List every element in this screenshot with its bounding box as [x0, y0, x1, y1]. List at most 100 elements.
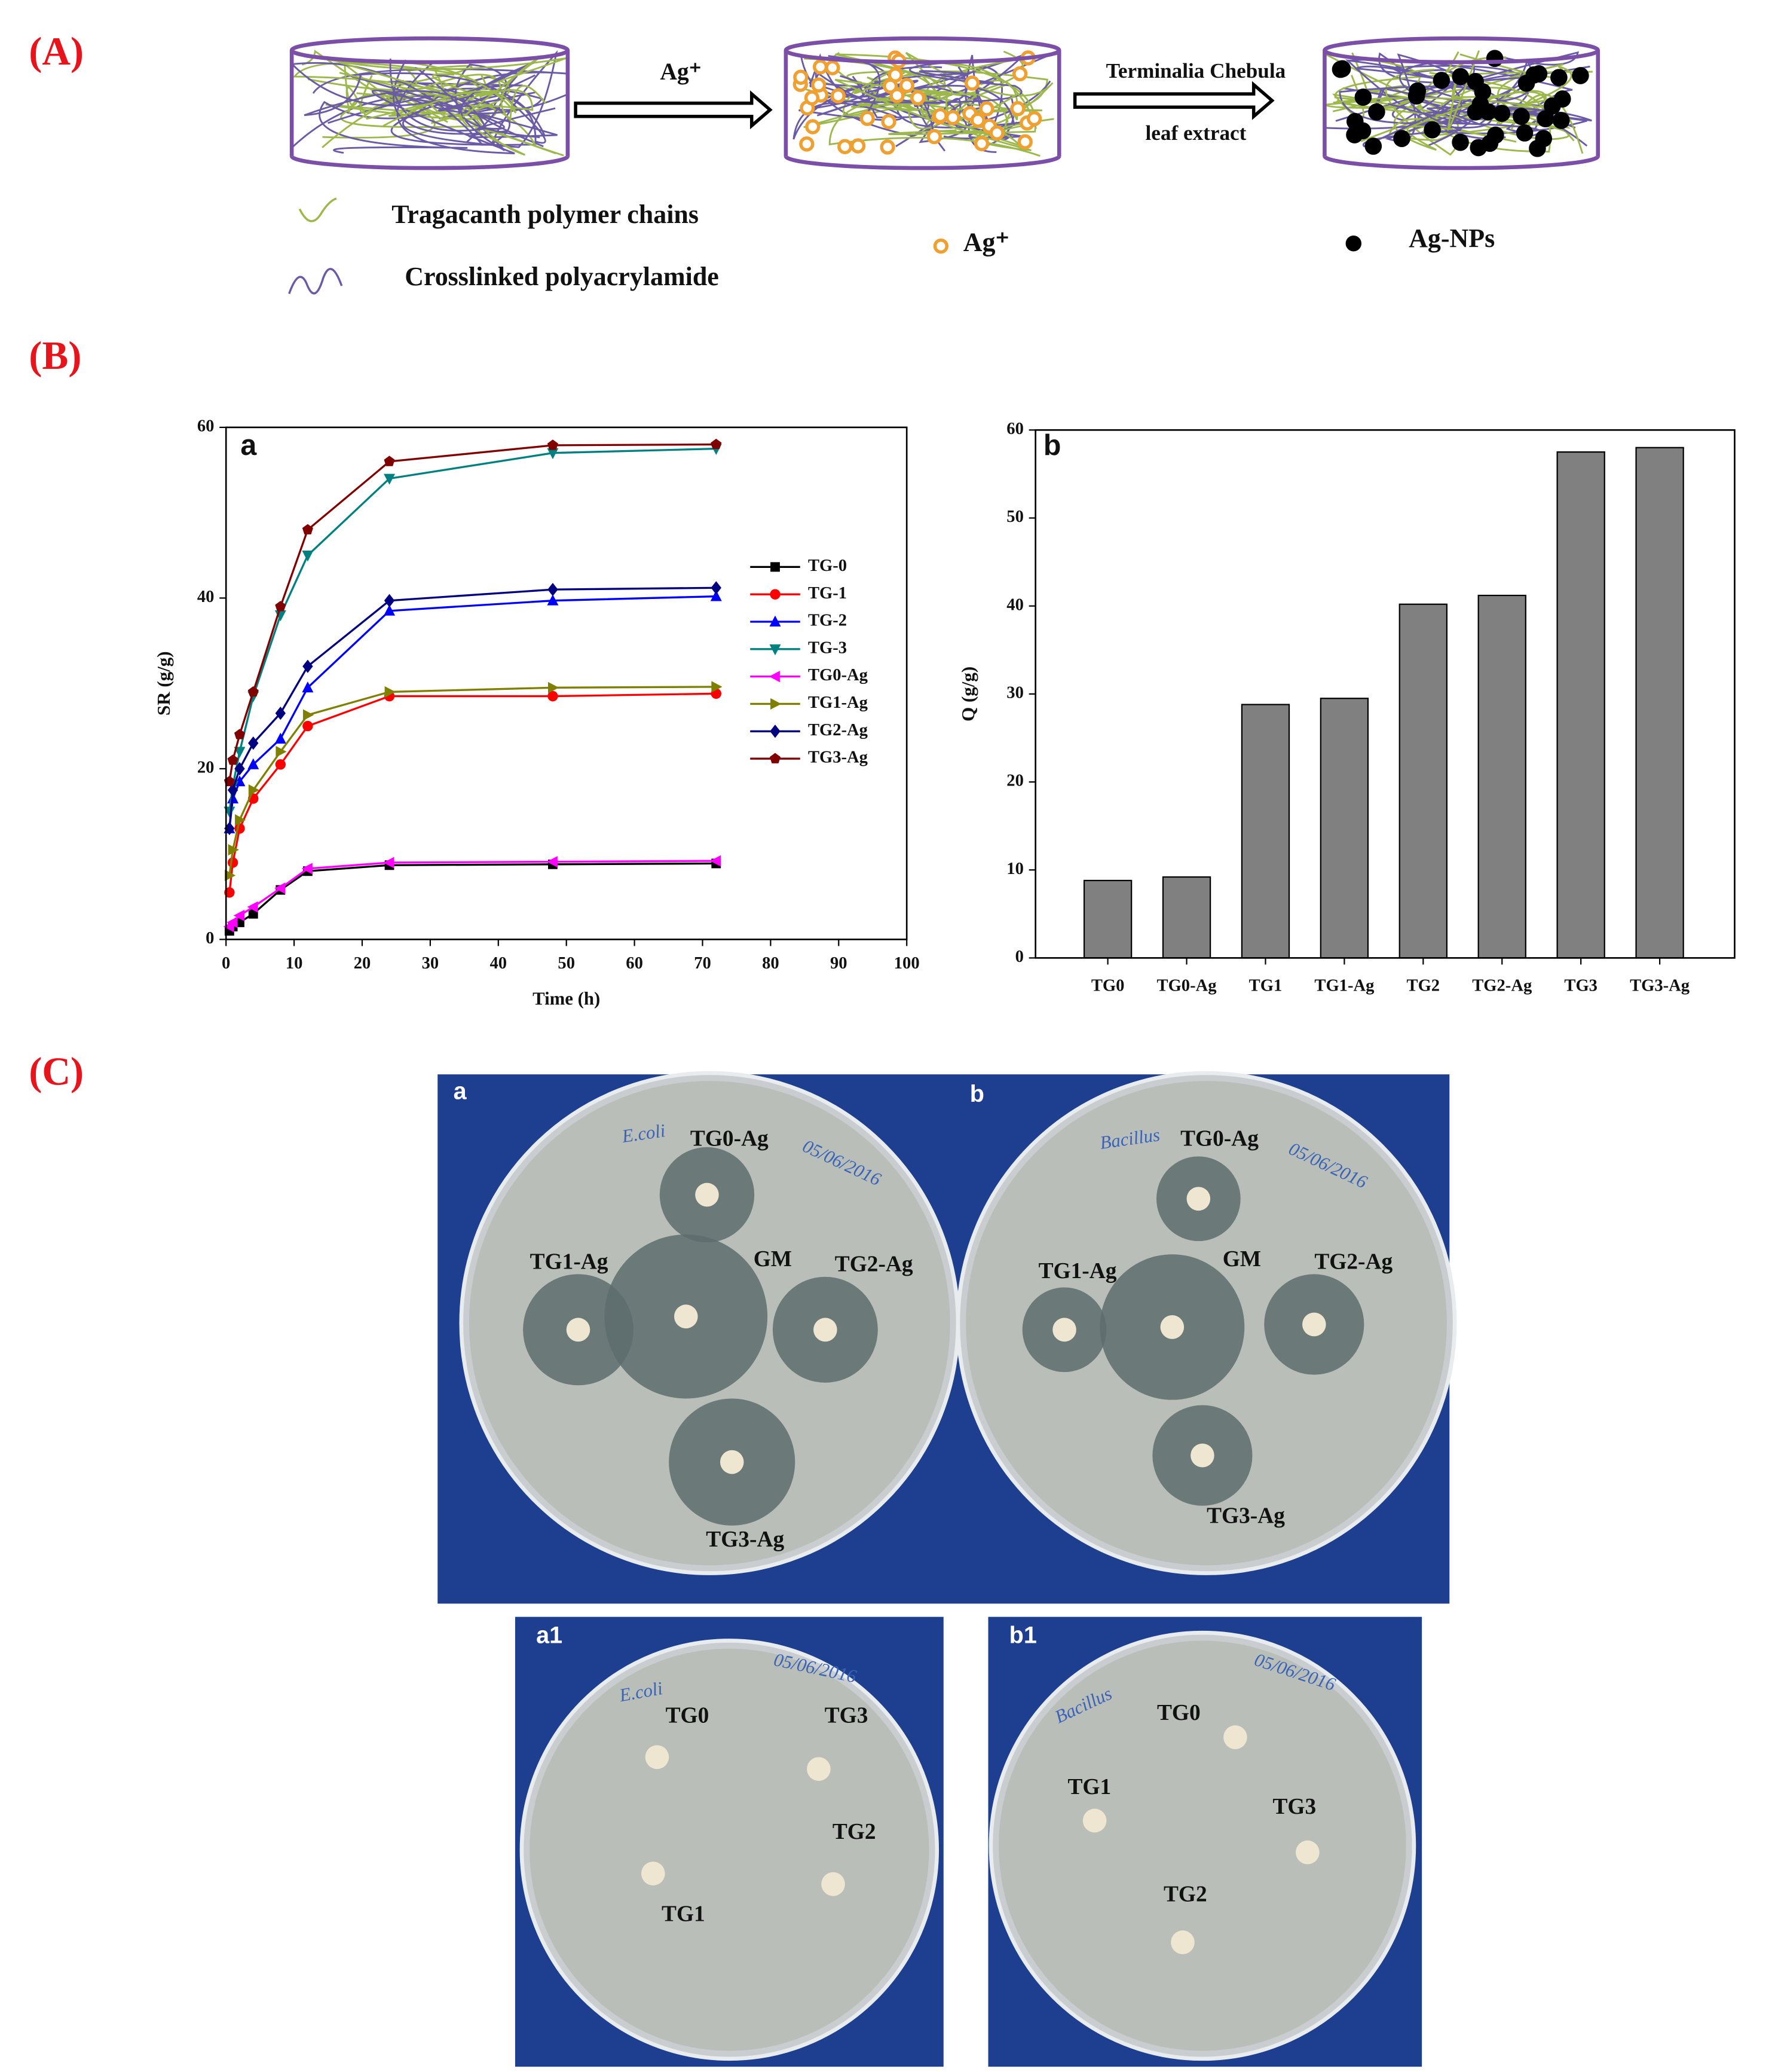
y-tick-label: 60 [1006, 419, 1024, 438]
data-point [234, 762, 245, 776]
legend-marker [769, 615, 781, 627]
ion [825, 60, 840, 76]
legend-text: Tragacanth polymer chains [391, 200, 699, 229]
sample-disk [695, 1182, 719, 1207]
nanoparticle [1452, 133, 1469, 151]
legend-marker [770, 562, 780, 572]
sample-label: TG2 [833, 1820, 876, 1844]
data-point [547, 682, 559, 693]
sample-disk [720, 1450, 744, 1474]
data-point [302, 659, 313, 673]
arrow [574, 90, 773, 130]
sample-label: TG3 [1272, 1795, 1316, 1819]
ion [899, 78, 914, 93]
x-tick-label: TG0-Ag [1157, 976, 1217, 995]
ion [889, 88, 905, 103]
nanoparticle [1487, 126, 1504, 144]
cylinder-bottom [1323, 155, 1600, 170]
ion [910, 90, 926, 106]
bar [1162, 876, 1211, 959]
legend-label: TG3-Ag [808, 748, 868, 767]
ion [1026, 111, 1042, 127]
sample-label: TG0 [1157, 1701, 1201, 1725]
ion [837, 139, 853, 155]
series-line [228, 443, 717, 782]
ion [804, 90, 820, 106]
sample-label: TG3-Ag [706, 1527, 784, 1552]
ion [880, 139, 895, 155]
data-point [711, 438, 722, 450]
sample-label: TG1 [662, 1902, 705, 1926]
plot-frame [1035, 429, 1736, 959]
data-point [234, 729, 246, 739]
data-point [275, 706, 286, 720]
sample-label: TG2-Ag [1314, 1249, 1393, 1274]
legend-label: TG-2 [808, 611, 847, 630]
data-point [302, 720, 313, 732]
legend-chain [288, 268, 343, 295]
y-tick-label: 20 [1006, 771, 1024, 790]
photo-tag: b1 [1009, 1622, 1037, 1648]
data-point [383, 857, 394, 869]
nanoparticle [1553, 90, 1571, 108]
cylinder-bottom [784, 155, 1061, 170]
ion [888, 67, 903, 83]
ion [1012, 66, 1028, 82]
x-tick-label: TG1-Ag [1314, 976, 1375, 995]
sample-label: GM [754, 1247, 792, 1272]
polymer-chain [828, 93, 1041, 157]
data-point [302, 524, 313, 534]
ion [805, 119, 821, 135]
series-line [228, 586, 717, 829]
polymer-chain [304, 74, 556, 130]
data-point [301, 863, 313, 875]
sample-label: TG0-Ag [690, 1126, 769, 1151]
cylinder-bottom [289, 155, 570, 170]
legend-marker [770, 589, 781, 600]
photo-tag: b [970, 1081, 984, 1107]
data-point [234, 747, 246, 758]
ion [830, 88, 846, 104]
sample-label: TG3 [825, 1703, 868, 1728]
nanoparticle [1529, 139, 1546, 157]
y-tick-label: 20 [197, 757, 215, 777]
x-tick-label: 50 [558, 954, 575, 973]
sample-disk [1082, 1808, 1107, 1833]
polymer-chain [359, 74, 502, 114]
sample-disk [1171, 1930, 1195, 1955]
x-tick-label: 40 [490, 954, 507, 973]
ion [850, 138, 866, 154]
legend-marker [770, 698, 782, 710]
x-tick-label: TG2 [1407, 976, 1440, 995]
ion [859, 111, 875, 126]
ion [1017, 134, 1033, 150]
x-tick-label: TG2-Ag [1472, 976, 1532, 995]
polymer-chain [319, 74, 536, 154]
polymer-chain [809, 57, 881, 123]
panel-label: (B) [29, 334, 81, 378]
bar [1398, 603, 1448, 959]
data-point [547, 582, 558, 597]
arrow-label: Ag⁺ [660, 59, 701, 85]
panel-label: (A) [29, 30, 84, 74]
nanoparticle [1537, 110, 1554, 127]
sample-disk [645, 1745, 669, 1770]
bar [1241, 704, 1290, 959]
x-tick-label: 30 [422, 954, 439, 973]
data-point [227, 783, 238, 797]
data-point [274, 882, 286, 894]
y-tick-label: 60 [197, 416, 215, 435]
legend-marker [769, 671, 780, 683]
ion [970, 112, 986, 128]
data-point [227, 916, 238, 928]
legend-ion [933, 238, 948, 254]
legend-text: Ag⁺ [963, 227, 1009, 256]
sample-label: TG1-Ag [530, 1249, 608, 1274]
data-point [247, 686, 259, 697]
nanoparticle [1364, 137, 1382, 155]
data-point [384, 686, 396, 698]
data-point [302, 551, 314, 562]
panel-label: (C) [29, 1050, 84, 1093]
data-point [276, 745, 287, 757]
